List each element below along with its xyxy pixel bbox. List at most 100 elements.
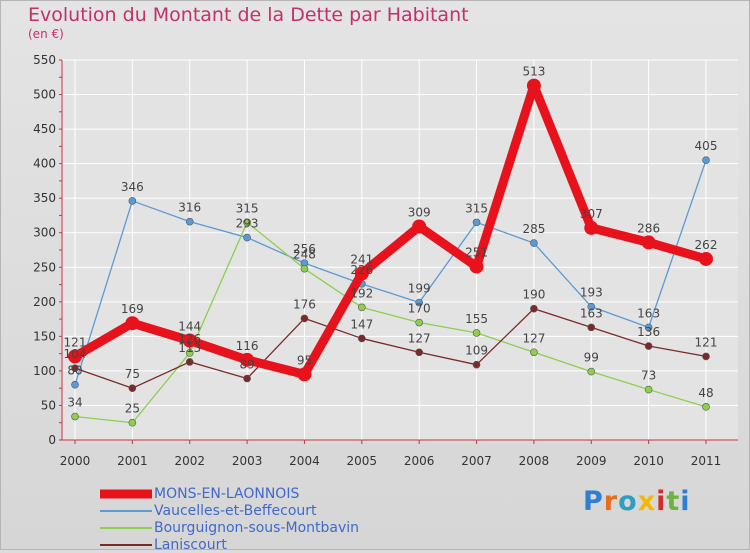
data-label: 25 [125, 402, 140, 416]
data-point [699, 251, 713, 266]
data-point [240, 352, 255, 367]
data-label: 309 [408, 206, 431, 220]
data-point [415, 318, 423, 327]
data-label: 99 [584, 351, 599, 365]
legend-label: Laniscourt [154, 536, 227, 553]
data-point [587, 302, 596, 311]
legend-label: Bourguignon-sous-Montbavin [154, 519, 360, 536]
data-label: 121 [695, 335, 718, 349]
data-label: 248 [293, 248, 316, 262]
y-tick-label: 400 [33, 157, 56, 171]
y-tick-label: 150 [33, 329, 56, 343]
proxiti-logo: Proxiti [583, 486, 691, 517]
legend-swatch [100, 543, 152, 546]
data-point [472, 218, 481, 227]
data-label: 226 [350, 263, 373, 277]
data-label: 113 [178, 341, 201, 355]
data-point [415, 298, 423, 307]
legend: MONS-EN-LAONNOIS Vaucelles-et-Beffecourt… [100, 485, 359, 553]
data-label: 293 [236, 217, 259, 231]
data-label: 80 [67, 364, 82, 378]
logo-letter: o [618, 486, 638, 517]
data-label: 190 [522, 288, 545, 302]
data-point [415, 348, 423, 357]
data-label: 251 [465, 246, 488, 260]
data-point [128, 384, 137, 392]
logo-letter: x [637, 486, 657, 517]
x-tick-label: 2003 [232, 454, 263, 468]
data-point [243, 374, 251, 383]
data-point [185, 358, 194, 366]
chart-unit: (en €) [28, 27, 64, 41]
data-point [641, 235, 656, 250]
data-label: 170 [408, 302, 431, 316]
data-label: 48 [698, 386, 713, 400]
data-label: 241 [350, 252, 373, 266]
data-point [185, 349, 194, 357]
y-tick-label: 500 [33, 88, 56, 102]
logo-letter: t [666, 486, 681, 517]
data-point [68, 349, 82, 364]
data-point [526, 78, 541, 93]
x-tick-label: 2008 [519, 454, 550, 468]
data-label: 89 [239, 358, 254, 372]
data-label: 155 [465, 312, 488, 326]
x-tick-label: 2011 [691, 454, 722, 468]
data-label: 136 [637, 325, 660, 339]
x-tick-label: 2001 [117, 454, 148, 468]
data-label: 116 [236, 339, 259, 353]
data-label: 75 [125, 367, 140, 381]
series-line [70, 81, 711, 379]
data-point [358, 303, 366, 312]
y-tick-label: 300 [33, 226, 56, 240]
data-point [243, 218, 251, 227]
logo-letter: i [680, 486, 691, 517]
data-label: 144 [178, 320, 201, 334]
data-label: 262 [695, 238, 718, 252]
y-tick-label: 0 [48, 433, 56, 447]
data-point [584, 220, 599, 235]
data-label: 315 [465, 201, 488, 215]
data-label: 285 [522, 222, 545, 236]
data-point [300, 314, 309, 323]
legend-swatch [100, 489, 152, 498]
x-tick-label: 2005 [347, 454, 378, 468]
data-label: 307 [580, 207, 603, 221]
legend-label: MONS-EN-LAONNOIS [154, 485, 300, 502]
y-tick-label: 50 [41, 398, 56, 412]
legend-item: Laniscourt [100, 536, 359, 553]
data-point [297, 367, 312, 382]
data-point [702, 352, 710, 361]
data-label: 315 [236, 201, 259, 215]
data-point [587, 367, 596, 376]
legend-item: MONS-EN-LAONNOIS [100, 485, 359, 502]
data-label: 73 [641, 369, 656, 383]
data-point [243, 233, 251, 242]
y-tick-label: 200 [33, 295, 56, 309]
data-point [128, 197, 137, 205]
series-line [74, 159, 707, 386]
data-label: 199 [408, 282, 431, 296]
legend-item: Bourguignon-sous-Montbavin [100, 519, 359, 536]
chart-title: Evolution du Montant de la Dette par Hab… [28, 4, 469, 26]
data-point [71, 412, 79, 421]
legend-label: Vaucelles-et-Beffecourt [154, 502, 317, 519]
x-tick-label: 2002 [174, 454, 205, 468]
data-point [472, 329, 481, 337]
plot-area [62, 60, 738, 440]
data-point [587, 323, 596, 332]
data-label: 104 [64, 347, 87, 361]
data-label: 109 [465, 344, 488, 358]
data-point [128, 418, 137, 427]
data-label: 95 [297, 353, 312, 367]
data-point [644, 323, 653, 332]
legend-item: Vaucelles-et-Beffecourt [100, 502, 359, 519]
y-tick-label: 250 [33, 260, 56, 274]
data-point [644, 385, 653, 394]
data-label: 169 [121, 302, 144, 316]
data-label: 126 [178, 332, 201, 346]
data-point [185, 217, 194, 226]
y-tick-label: 100 [33, 364, 56, 378]
y-tick-label: 450 [33, 122, 56, 136]
logo-letter: i [656, 486, 667, 517]
